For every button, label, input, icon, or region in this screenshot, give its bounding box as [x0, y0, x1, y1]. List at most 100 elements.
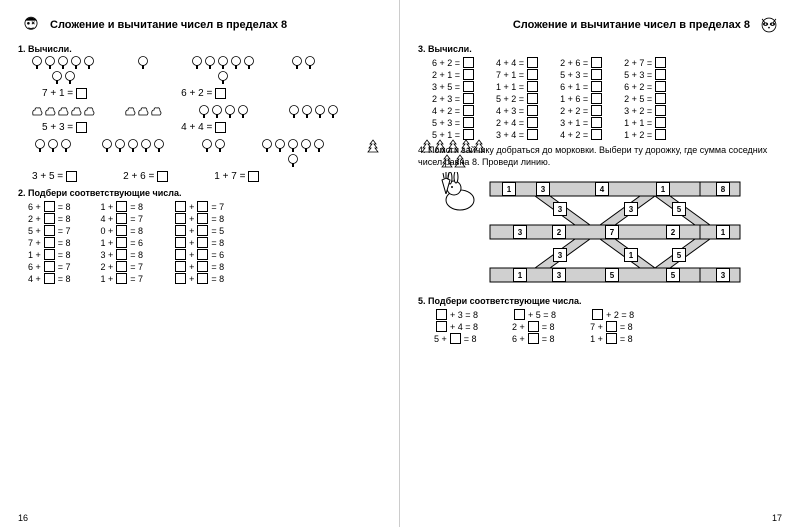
task2-grid: 6 + = 82 + = 85 + = 77 + = 81 + = 86 + =…	[28, 200, 381, 285]
answer-box[interactable]	[44, 261, 55, 272]
firs-1	[348, 139, 398, 153]
page-title: Сложение и вычитание чисел в пределах 8	[513, 19, 750, 31]
answer-box[interactable]	[116, 213, 127, 224]
answer-box[interactable]	[527, 105, 538, 116]
answer-box[interactable]	[655, 105, 666, 116]
answer-box[interactable]	[527, 117, 538, 128]
answer-box[interactable]	[197, 261, 208, 272]
answer-box[interactable]	[606, 321, 617, 332]
answer-box[interactable]	[655, 69, 666, 80]
answer-box[interactable]	[527, 129, 538, 140]
answer-box[interactable]	[463, 105, 474, 116]
answer-box[interactable]	[197, 213, 208, 224]
answer-box[interactable]	[463, 69, 474, 80]
answer-box[interactable]	[197, 237, 208, 248]
answer-box[interactable]	[527, 57, 538, 68]
task5-col2: + 5 = 82 + = 86 + = 8	[512, 308, 556, 345]
answer-box[interactable]	[116, 249, 127, 260]
answer-box[interactable]	[655, 81, 666, 92]
answer-box[interactable]	[463, 129, 474, 140]
answer-box[interactable]	[44, 225, 55, 236]
answer-box[interactable]	[175, 213, 186, 224]
page-number: 16	[18, 513, 28, 523]
maze-num: 8	[716, 182, 730, 196]
answer-box[interactable]	[591, 117, 602, 128]
answer-box[interactable]	[655, 93, 666, 104]
pirate-icon	[18, 12, 44, 38]
answer-box[interactable]	[175, 225, 186, 236]
equation: 2 + 1 =	[432, 69, 476, 80]
answer-box[interactable]	[44, 273, 55, 284]
answer-box[interactable]	[591, 81, 602, 92]
answer-box[interactable]	[76, 122, 87, 133]
answer-box[interactable]	[528, 321, 539, 332]
maze[interactable]: 1 3 4 1 8 3 2 7 2 1 3 3 5 3 1 5 1 3 5 5 …	[440, 172, 760, 292]
answer-box[interactable]	[197, 249, 208, 260]
answer-box[interactable]	[463, 81, 474, 92]
equation: 2 + 6 =	[560, 57, 604, 68]
answer-box[interactable]	[528, 333, 539, 344]
answer-box[interactable]	[655, 57, 666, 68]
maze-num: 3	[624, 202, 638, 216]
answer-box[interactable]	[463, 93, 474, 104]
answer-box[interactable]	[157, 171, 168, 182]
answer-box[interactable]	[66, 171, 77, 182]
answer-box[interactable]	[591, 57, 602, 68]
answer-box[interactable]	[591, 93, 602, 104]
equation: 1 + 1 =	[624, 117, 668, 128]
equation: + 3 = 8	[434, 309, 478, 320]
answer-box[interactable]	[197, 273, 208, 284]
answer-box[interactable]	[44, 249, 55, 260]
answer-box[interactable]	[591, 129, 602, 140]
answer-box[interactable]	[436, 321, 447, 332]
answer-box[interactable]	[450, 333, 461, 344]
answer-box[interactable]	[527, 69, 538, 80]
page-right: Сложение и вычитание чисел в пределах 8 …	[400, 0, 800, 527]
answer-box[interactable]	[655, 129, 666, 140]
raccoon-icon	[756, 12, 782, 38]
answer-box[interactable]	[116, 201, 127, 212]
eq-1a: 7 + 1 =	[42, 88, 89, 99]
equation: + = 8	[173, 261, 224, 272]
answer-box[interactable]	[116, 261, 127, 272]
answer-box[interactable]	[197, 201, 208, 212]
page-left: Сложение и вычитание чисел в пределах 8 …	[0, 0, 400, 527]
equation: 0 + = 8	[101, 225, 144, 236]
answer-box[interactable]	[591, 69, 602, 80]
equation: + = 5	[173, 225, 224, 236]
answer-box[interactable]	[175, 237, 186, 248]
answer-box[interactable]	[44, 237, 55, 248]
maze-num: 1	[624, 248, 638, 262]
header-right: Сложение и вычитание чисел в пределах 8	[418, 12, 782, 38]
maze-num: 5	[672, 248, 686, 262]
equation: + = 7	[173, 201, 224, 212]
answer-box[interactable]	[463, 117, 474, 128]
answer-box[interactable]	[76, 88, 87, 99]
answer-box[interactable]	[116, 237, 127, 248]
answer-box[interactable]	[215, 122, 226, 133]
trees-6b	[258, 139, 328, 168]
answer-box[interactable]	[175, 261, 186, 272]
answer-box[interactable]	[436, 309, 447, 320]
equation: + = 8	[173, 213, 224, 224]
answer-box[interactable]	[116, 273, 127, 284]
answer-box[interactable]	[655, 117, 666, 128]
answer-box[interactable]	[44, 201, 55, 212]
answer-box[interactable]	[175, 273, 186, 284]
maze-num: 4	[595, 182, 609, 196]
answer-box[interactable]	[527, 81, 538, 92]
answer-box[interactable]	[606, 333, 617, 344]
answer-box[interactable]	[215, 88, 226, 99]
answer-box[interactable]	[248, 171, 259, 182]
answer-box[interactable]	[591, 105, 602, 116]
answer-box[interactable]	[44, 213, 55, 224]
answer-box[interactable]	[463, 57, 474, 68]
answer-box[interactable]	[175, 201, 186, 212]
answer-box[interactable]	[175, 249, 186, 260]
maze-num: 1	[656, 182, 670, 196]
answer-box[interactable]	[197, 225, 208, 236]
answer-box[interactable]	[592, 309, 603, 320]
answer-box[interactable]	[116, 225, 127, 236]
answer-box[interactable]	[514, 309, 525, 320]
answer-box[interactable]	[527, 93, 538, 104]
